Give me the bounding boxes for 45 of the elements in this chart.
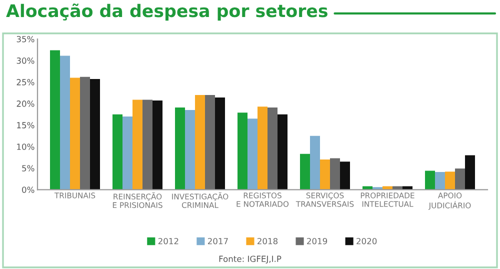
- bar: [122, 116, 132, 190]
- bar: [445, 172, 455, 190]
- source-note: Fonte: IGFEJ,I.P: [219, 256, 282, 264]
- bar: [132, 100, 142, 190]
- bar: [340, 162, 350, 190]
- legend-label: 2012: [158, 238, 178, 244]
- bar: [112, 114, 122, 190]
- bar: [80, 76, 90, 190]
- bar: [300, 154, 310, 190]
- bar: [142, 100, 152, 190]
- chart-title: Alocação da despesa por setores: [6, 4, 328, 21]
- bar: [330, 158, 340, 190]
- y-tick-label: 5%: [22, 165, 34, 172]
- bar: [425, 170, 435, 190]
- bar: [278, 114, 288, 190]
- bar: [70, 78, 80, 190]
- bar: [185, 110, 195, 190]
- y-tick-label: 20%: [16, 100, 34, 107]
- bar: [215, 98, 225, 190]
- bar: [435, 172, 445, 190]
- y-tick-label: 25%: [16, 79, 34, 86]
- y-tick-label: 15%: [17, 122, 34, 128]
- y-tick-label: 35%: [16, 36, 34, 42]
- bar: [238, 112, 248, 190]
- bar: [248, 118, 258, 190]
- bar: [195, 94, 205, 190]
- legend-label: 2020: [356, 238, 377, 244]
- bar: [310, 136, 320, 190]
- bar: [60, 56, 70, 190]
- bar: [205, 94, 215, 190]
- bar: [175, 107, 185, 190]
- y-tick-label: 0%: [22, 186, 34, 193]
- y-tick-label: 10%: [17, 144, 34, 150]
- bar: [258, 106, 268, 190]
- legend-label: 2017: [208, 238, 228, 244]
- bar: [90, 79, 100, 190]
- bar: [50, 50, 60, 190]
- bar: [455, 168, 465, 190]
- bar: [465, 155, 475, 190]
- legend-label: 2019: [307, 238, 328, 244]
- bar: [268, 107, 278, 190]
- bar: [152, 100, 162, 190]
- bar: [320, 160, 330, 190]
- legend-label: 2018: [258, 238, 278, 244]
- y-tick-label: 30%: [16, 58, 34, 64]
